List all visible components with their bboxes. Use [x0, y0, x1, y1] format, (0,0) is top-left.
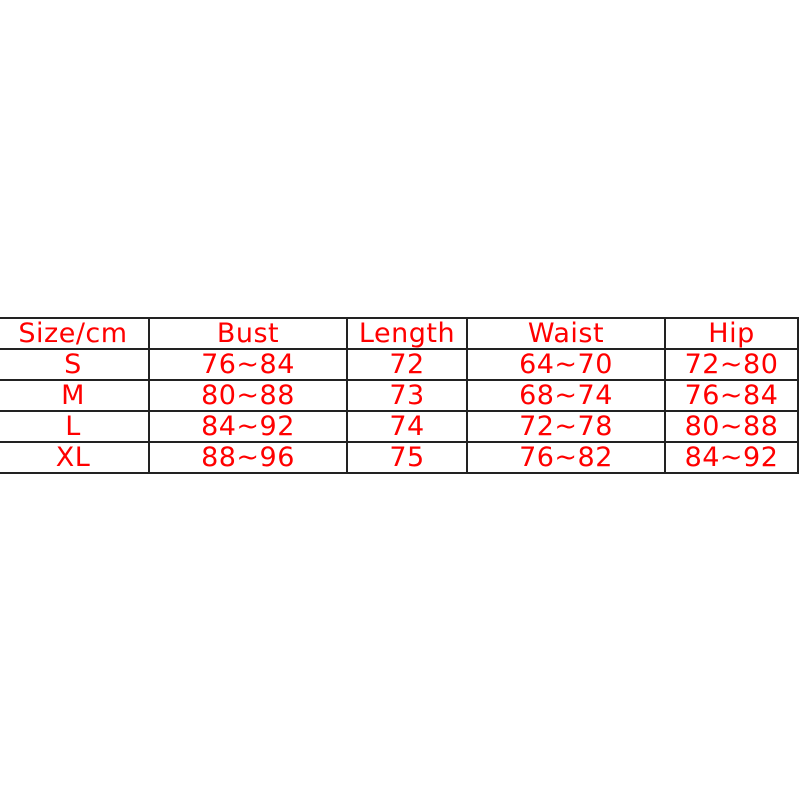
- cell-waist: 72~78: [466, 410, 666, 443]
- cell-size: L: [0, 410, 150, 443]
- cell-hip: 72~80: [664, 348, 799, 381]
- cell-bust: 88~96: [148, 441, 348, 474]
- header-hip: Hip: [664, 317, 799, 350]
- cell-bust: 84~92: [148, 410, 348, 443]
- cell-length: 72: [346, 348, 468, 381]
- cell-bust: 80~88: [148, 379, 348, 412]
- table-row: L 84~92 74 72~78 80~88: [0, 410, 799, 443]
- table-row: S 76~84 72 64~70 72~80: [0, 348, 799, 381]
- size-chart-table: Size/cm Bust Length Waist Hip S 76~84 72…: [0, 317, 799, 474]
- cell-length: 74: [346, 410, 468, 443]
- table-row: XL 88~96 75 76~82 84~92: [0, 441, 799, 474]
- cell-waist: 76~82: [466, 441, 666, 474]
- cell-waist: 64~70: [466, 348, 666, 381]
- cell-bust: 76~84: [148, 348, 348, 381]
- cell-length: 73: [346, 379, 468, 412]
- cell-hip: 84~92: [664, 441, 799, 474]
- header-bust: Bust: [148, 317, 348, 350]
- cell-length: 75: [346, 441, 468, 474]
- header-waist: Waist: [466, 317, 666, 350]
- cell-hip: 80~88: [664, 410, 799, 443]
- cell-size: XL: [0, 441, 150, 474]
- cell-size: M: [0, 379, 150, 412]
- cell-waist: 68~74: [466, 379, 666, 412]
- header-length: Length: [346, 317, 468, 350]
- header-row: Size/cm Bust Length Waist Hip: [0, 317, 799, 350]
- cell-hip: 76~84: [664, 379, 799, 412]
- cell-size: S: [0, 348, 150, 381]
- table-row: M 80~88 73 68~74 76~84: [0, 379, 799, 412]
- header-size: Size/cm: [0, 317, 150, 350]
